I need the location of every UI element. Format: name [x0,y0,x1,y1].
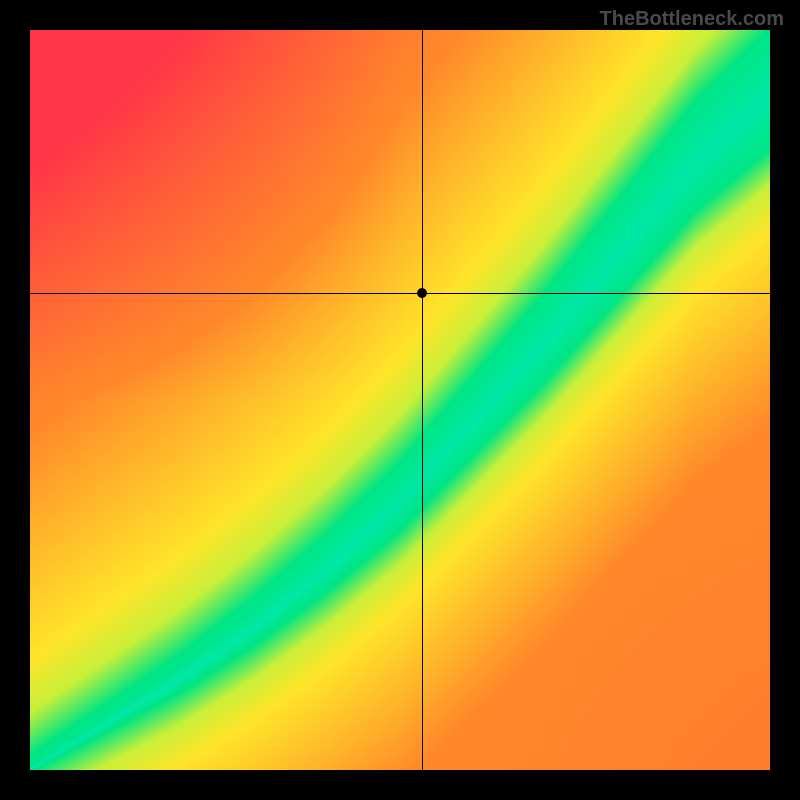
heatmap-canvas [30,30,770,770]
bottleneck-heatmap [30,30,770,770]
watermark-text: TheBottleneck.com [600,8,784,31]
